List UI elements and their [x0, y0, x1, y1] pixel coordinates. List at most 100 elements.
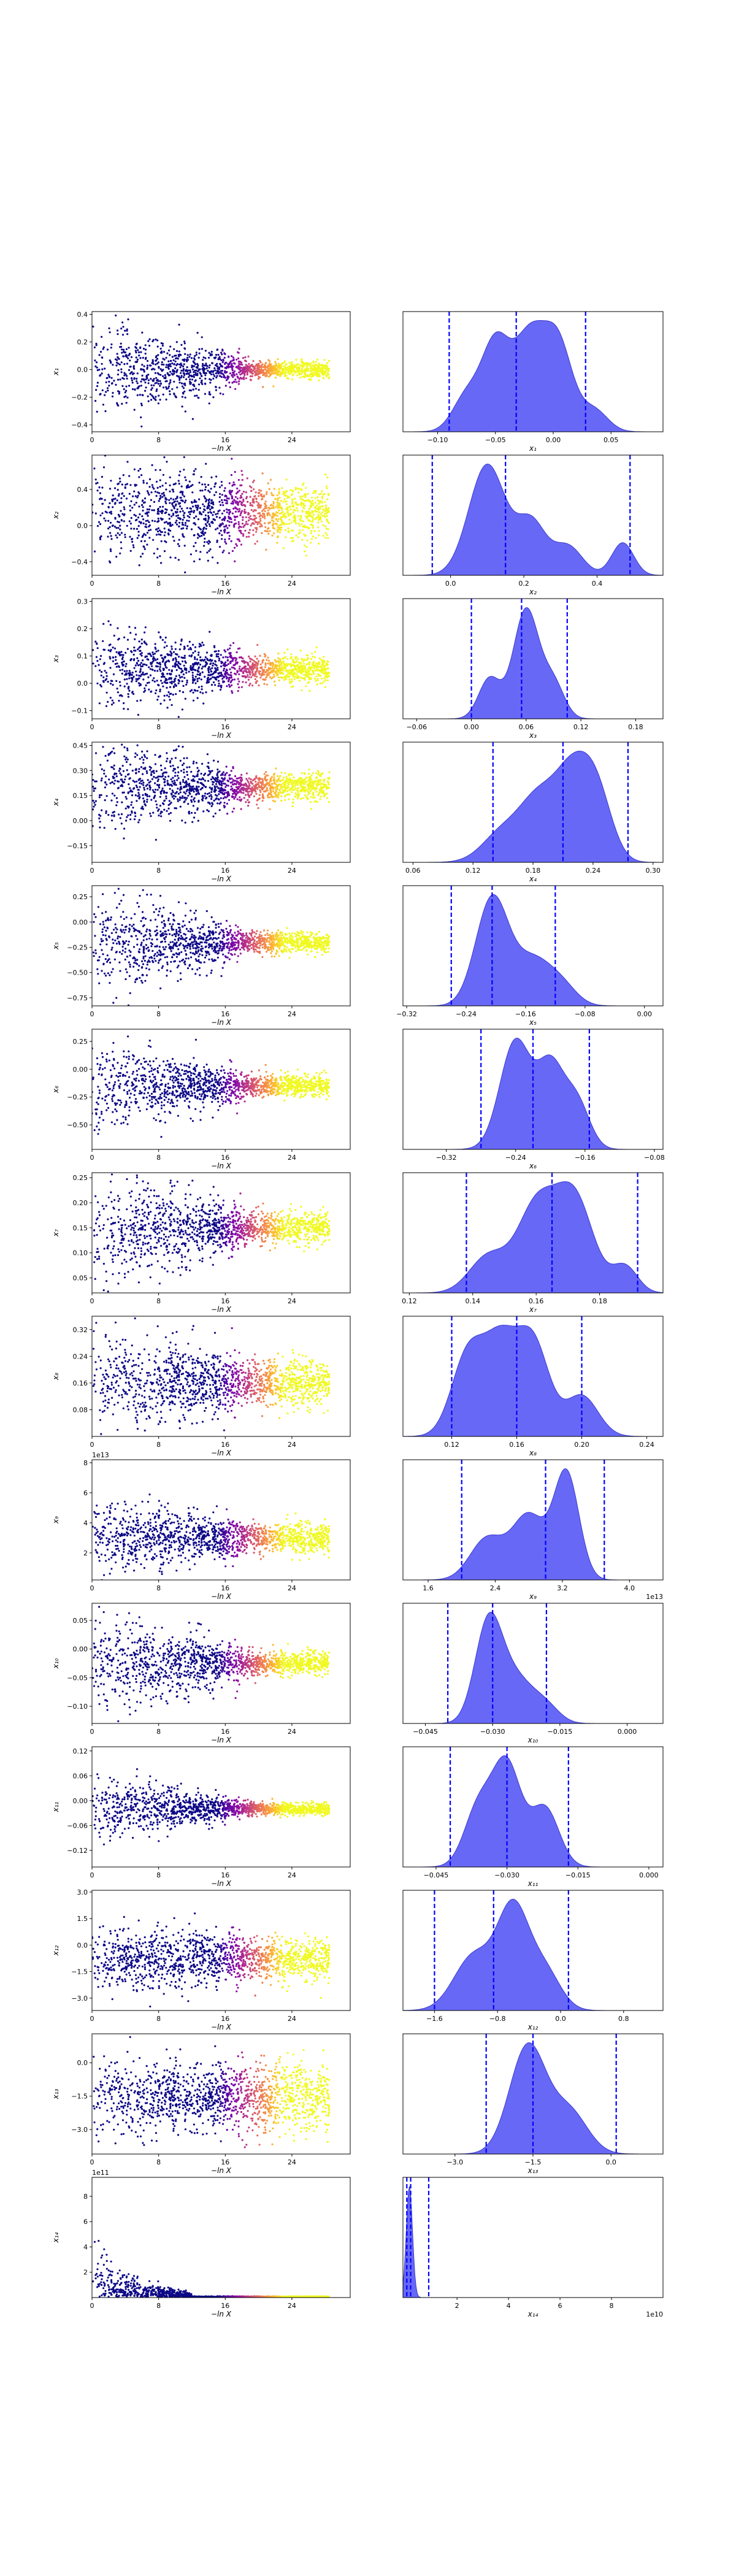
- scatter-point: [286, 508, 289, 510]
- scatter-point: [204, 792, 207, 795]
- scatter-point: [309, 670, 311, 672]
- scatter-point: [131, 371, 133, 374]
- scatter-point: [229, 674, 231, 677]
- scatter-point: [267, 774, 269, 777]
- scatter-point: [143, 754, 145, 756]
- scatter-point: [317, 513, 320, 516]
- scatter-point: [234, 672, 236, 675]
- scatter-point: [157, 507, 159, 510]
- scatter-point: [139, 394, 141, 396]
- scatter-point: [214, 684, 217, 686]
- scatter-point: [164, 636, 167, 639]
- scatter-point: [318, 511, 321, 514]
- scatter-point: [323, 372, 325, 374]
- scatter-point: [155, 650, 158, 653]
- scatter-point: [125, 651, 127, 654]
- scatter-point: [178, 656, 180, 658]
- scatter-point: [255, 531, 258, 533]
- scatter-point: [206, 678, 209, 680]
- scatter-point: [242, 491, 245, 493]
- scatter-point: [164, 664, 167, 667]
- scatter-point: [307, 515, 309, 517]
- scatter-point: [161, 351, 163, 354]
- scatter-point: [228, 683, 230, 686]
- scatter-point: [224, 662, 226, 665]
- scatter-point: [94, 400, 97, 402]
- scatter-point: [162, 473, 164, 476]
- scatter-point: [133, 513, 136, 516]
- scatter-point: [219, 358, 221, 361]
- scatter-point: [169, 681, 172, 684]
- scatter-point: [319, 502, 321, 504]
- scatter-point: [272, 527, 274, 529]
- scatter-point: [121, 321, 124, 324]
- scatter-points: [92, 620, 331, 718]
- scatter-point: [301, 489, 303, 491]
- scatter-point: [241, 660, 243, 662]
- scatter-point: [163, 492, 165, 494]
- scatter-point: [199, 691, 202, 694]
- scatter-point: [125, 761, 128, 763]
- scatter-point: [327, 667, 329, 670]
- scatter-point: [269, 667, 272, 670]
- scatter-point: [158, 529, 161, 532]
- scatter-point: [324, 525, 327, 527]
- scatter-point: [164, 767, 166, 770]
- scatter-point: [113, 764, 115, 767]
- scatter-point: [132, 653, 135, 656]
- scatter-point: [221, 522, 224, 524]
- scatter-point: [309, 777, 312, 780]
- scatter-point: [130, 500, 132, 502]
- scatter-point: [299, 529, 301, 532]
- scatter-point: [155, 665, 158, 667]
- scatter-point: [199, 511, 201, 513]
- scatter-point: [236, 651, 238, 654]
- scatter-point: [312, 375, 315, 378]
- scatter-point: [120, 368, 123, 370]
- scatter-point: [165, 521, 167, 523]
- scatter-point: [255, 517, 258, 519]
- trace-frame: [91, 598, 351, 719]
- scatter-point: [245, 521, 248, 523]
- scatter-point: [255, 491, 257, 494]
- scatter-point: [177, 777, 180, 780]
- scatter-point: [149, 505, 151, 507]
- scatter-point: [247, 366, 249, 368]
- scatter-point: [198, 348, 201, 350]
- scatter-point: [156, 345, 159, 348]
- scatter-point: [227, 362, 229, 366]
- scatter-point: [225, 379, 228, 381]
- scatter-point: [182, 673, 185, 676]
- scatter-point: [248, 791, 251, 793]
- scatter-point: [215, 528, 217, 531]
- scatter-point: [301, 672, 303, 675]
- scatter-point: [240, 543, 242, 546]
- scatter-point: [243, 666, 245, 669]
- scatter-point: [190, 389, 193, 392]
- scatter-point: [267, 672, 270, 674]
- scatter-point: [156, 372, 159, 374]
- scatter-point: [244, 667, 247, 670]
- scatter-point: [116, 688, 118, 690]
- scatter-point: [152, 653, 155, 656]
- scatter-point: [158, 631, 160, 634]
- scatter-point: [301, 670, 304, 673]
- scatter-point: [155, 363, 157, 366]
- scatter-point: [220, 672, 223, 674]
- scatter-point: [188, 389, 191, 392]
- scatter-point: [156, 680, 158, 682]
- scatter-point: [122, 326, 125, 328]
- scatter-point: [227, 366, 229, 369]
- scatter-point: [302, 782, 304, 784]
- scatter-point: [131, 538, 133, 540]
- scatter-point: [286, 664, 289, 667]
- scatter-point: [101, 497, 103, 500]
- scatter-point: [182, 510, 184, 512]
- scatter-point: [312, 369, 315, 372]
- scatter-point: [128, 626, 131, 628]
- scatter-point: [161, 682, 163, 684]
- scatter-point: [272, 799, 275, 802]
- scatter-point: [136, 380, 138, 383]
- scatter-point: [185, 683, 188, 686]
- scatter-point: [258, 506, 260, 508]
